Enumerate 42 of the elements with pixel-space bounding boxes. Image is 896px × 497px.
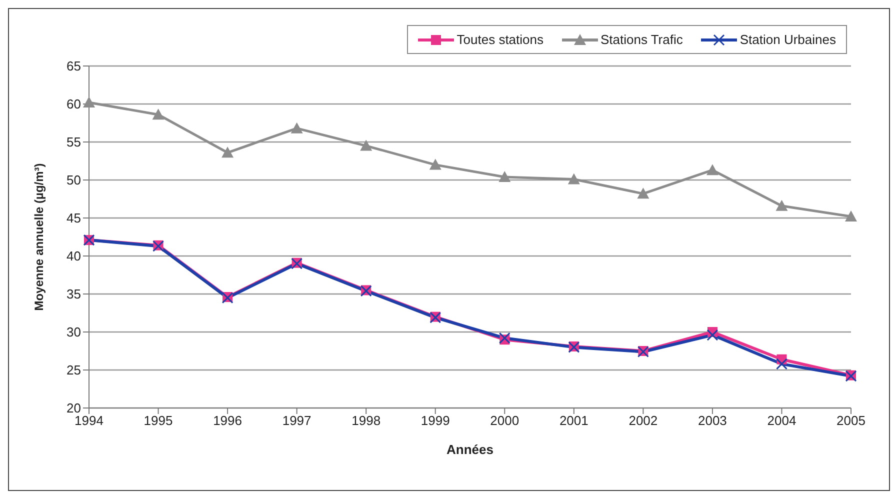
y-tick-label: 55 xyxy=(66,134,81,150)
y-axis-title: Moyenne annuelle (µg/m³) xyxy=(32,163,46,311)
x-tick-label: 1998 xyxy=(352,413,381,428)
point xyxy=(706,164,718,176)
legend-label: Toutes stations xyxy=(456,32,544,47)
point xyxy=(83,96,95,108)
point xyxy=(360,140,372,151)
x-tick-label: 2005 xyxy=(836,413,866,428)
x-tick-label: 1997 xyxy=(282,413,312,428)
x-tick-label: 1995 xyxy=(144,413,173,428)
y-tick-label: 45 xyxy=(66,210,81,226)
point xyxy=(429,158,442,170)
y-tick-label: 50 xyxy=(66,172,81,188)
point xyxy=(498,170,511,182)
y-tick-label: 40 xyxy=(66,248,81,264)
point xyxy=(845,210,857,222)
point xyxy=(290,122,303,134)
x-axis-title: Années xyxy=(446,442,494,457)
x-tick-label: 2000 xyxy=(490,413,520,428)
point xyxy=(706,329,718,341)
point xyxy=(222,146,234,158)
point xyxy=(498,332,510,344)
legend-label: Station Urbaines xyxy=(738,32,836,47)
point xyxy=(152,108,164,120)
x-tick-label: 1999 xyxy=(420,413,450,428)
y-tick-label: 35 xyxy=(66,286,81,302)
y-tick-label: 60 xyxy=(66,96,81,112)
point xyxy=(637,188,650,199)
y-tick-label: 30 xyxy=(66,324,81,340)
y-tick-label: 25 xyxy=(66,362,81,378)
x-tick-label: 1994 xyxy=(74,413,104,428)
x-tick-label: 2003 xyxy=(698,413,727,428)
x-tick-label: 2004 xyxy=(767,413,796,428)
y-tick-label: 65 xyxy=(66,58,81,74)
y-tick-label: 20 xyxy=(66,400,81,416)
point xyxy=(776,358,788,370)
legend-label: Stations Trafic xyxy=(600,32,683,47)
x-tick-label: 2001 xyxy=(559,413,588,428)
x-tick-label: 2002 xyxy=(628,413,658,428)
x-tick-label: 1996 xyxy=(213,413,242,428)
point xyxy=(776,200,788,211)
point xyxy=(568,173,580,184)
